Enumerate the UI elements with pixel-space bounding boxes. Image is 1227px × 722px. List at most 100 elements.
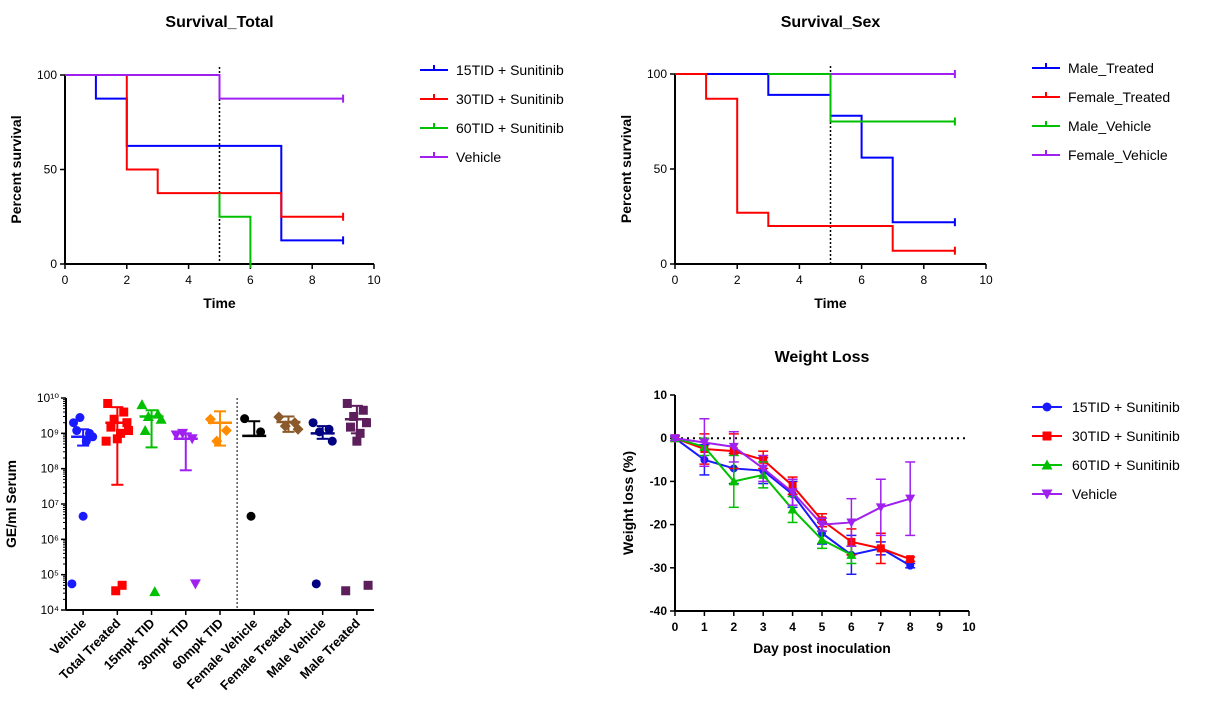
survival-sex-x-tick-label: 2 (734, 273, 741, 287)
serum-data-point (106, 422, 116, 432)
weight-loss-x-tick-label: 9 (936, 620, 943, 634)
serum-data-point (101, 436, 111, 446)
serum-data-point (69, 418, 79, 428)
survival-sex-series-female-treated (675, 73, 955, 252)
weight-loss-data-point (876, 544, 885, 553)
serum-ge-chart: 10⁴ 10⁵ 10⁶ 10⁷ 10⁸ 10⁹ 10¹⁰ GE/ml Serum Vehicle… (0, 370, 390, 717)
weight-loss-data-point (670, 434, 680, 444)
serum-data-point (72, 426, 82, 436)
survival-sex-legend-label: Female_Vehicle (1068, 147, 1168, 163)
survival-sex-x-tick-label: 4 (796, 273, 803, 287)
serum-y-label: GE/ml Serum (3, 460, 19, 548)
weight-loss-x-tick-label: 7 (877, 620, 884, 634)
serum-data-point (240, 414, 250, 424)
serum-group-vehicle (67, 413, 98, 589)
weight-loss-x-tick-label: 0 (672, 620, 679, 634)
survival-total-series-15tid-sunitinib (65, 74, 344, 242)
weight-loss-x-tick-label: 5 (819, 620, 826, 634)
serum-data-point (103, 398, 113, 408)
serum-data-point (139, 425, 151, 436)
weight-loss-data-point (846, 518, 857, 528)
survival-total-legend-label: 60TID + Sunitinib (456, 120, 564, 136)
weight-loss-y-tick-label: 10 (654, 388, 668, 402)
survival-sex-y-label: Percent survival (618, 115, 634, 223)
serum-data-point (67, 579, 77, 589)
weight-loss-x-tick-label: 2 (730, 620, 737, 634)
serum-data-point (341, 586, 351, 596)
survival-sex-y-tick-label: 100 (647, 67, 667, 81)
survival-sex-x-tick-label: 6 (858, 273, 865, 287)
weight-loss-data-point (728, 476, 739, 486)
serum-data-point (116, 428, 126, 438)
serum-data-point (124, 426, 134, 436)
survival-total-chart: Survival_Total 0 2 4 6 8 10 0 50 100 Time Percent s… (0, 0, 600, 330)
serum-y-tick-label: 10⁸ (41, 462, 59, 476)
survival-total-series-vehicle (65, 74, 344, 100)
survival-total-y-tick-label: 0 (50, 257, 57, 271)
serum-data-point (342, 398, 352, 408)
weight-loss-legend-label: Vehicle (1072, 486, 1117, 502)
serum-data-point (109, 414, 119, 424)
survival-total-y-tick-label: 50 (44, 163, 58, 177)
weight-loss-data-point (699, 438, 710, 448)
serum-data-point (119, 407, 129, 417)
serum-group-60mpk-tid (204, 410, 232, 447)
weight-loss-legend-label: 30TID + Sunitinib (1072, 428, 1180, 444)
serum-data-point (308, 418, 318, 428)
survival-total-x-tick-label: 8 (309, 273, 316, 287)
serum-data-point (204, 413, 216, 425)
serum-group-total-treated (101, 398, 134, 596)
weight-loss-data-point (817, 534, 827, 544)
weight-loss-y-tick-label: -10 (650, 474, 668, 488)
weight-loss-x-tick-label: 6 (848, 620, 855, 634)
survival-total-legend-label: Vehicle (456, 149, 501, 165)
weight-loss-y-tick-label: 0 (660, 431, 667, 445)
weight-loss-legend-marker (1041, 459, 1053, 470)
weight-loss-x-tick-label: 4 (789, 620, 796, 634)
weight-loss-x-tick-label: 8 (907, 620, 914, 634)
survival-total-series-30tid-sunitinib (65, 74, 344, 218)
serum-data-point (117, 580, 127, 590)
survival-sex-x-label: Time (814, 295, 847, 311)
serum-data-point (349, 411, 359, 421)
weight-loss-series-vehicle (670, 418, 916, 547)
serum-data-point (363, 580, 373, 590)
serum-group-15mpk-tid (136, 399, 167, 597)
serum-data-point (327, 436, 337, 446)
survival-sex-title: Survival_Sex (781, 14, 881, 31)
serum-data-point (292, 423, 304, 435)
serum-data-point (345, 422, 355, 432)
weight-loss-legend-marker (1042, 402, 1052, 412)
weight-loss-data-point (817, 520, 827, 530)
serum-y-tick-label: 10⁴ (40, 603, 59, 617)
serum-data-point (358, 405, 368, 415)
survival-sex-x-tick-label: 0 (672, 273, 679, 287)
serum-data-point (111, 586, 121, 596)
weight-loss-data-point (906, 561, 915, 570)
weight-loss-legend-label: 15TID + Sunitinib (1072, 399, 1180, 415)
serum-data-point (352, 436, 362, 446)
serum-data-point (189, 579, 201, 590)
survival-total-x-tick-label: 4 (185, 273, 192, 287)
serum-data-point (78, 511, 88, 521)
weight-loss-legend-marker (1041, 489, 1053, 500)
serum-data-point (246, 511, 256, 521)
weight-loss-data-point (787, 488, 798, 498)
weight-loss-y-tick-label: -20 (650, 518, 668, 532)
serum-data-point (256, 427, 266, 437)
serum-group-male-vehicle (308, 418, 337, 589)
serum-data-point (136, 399, 148, 410)
survival-total-title: Survival_Total (165, 14, 273, 31)
survival-sex-legend-label: Female_Treated (1068, 89, 1170, 105)
weight-loss-chart: Weight Loss 0 1 2 3 4 5 6 7 8 9 10 -40 -30 -20 -10 0 10 Da… (600, 330, 1227, 717)
serum-y-tick-label: 10⁹ (41, 426, 60, 440)
survival-total-legend-label: 15TID + Sunitinib (456, 62, 564, 78)
serum-group-female-treated (273, 411, 304, 435)
serum-y-tick-label: 10⁷ (41, 497, 59, 511)
survival-total-x-label: Time (203, 295, 236, 311)
serum-data-point (361, 418, 371, 428)
survival-sex-legend-label: Male_Treated (1068, 60, 1154, 76)
serum-data-point (311, 579, 321, 589)
serum-group-male-treated (341, 398, 373, 596)
weight-loss-x-tick-label: 3 (760, 620, 767, 634)
